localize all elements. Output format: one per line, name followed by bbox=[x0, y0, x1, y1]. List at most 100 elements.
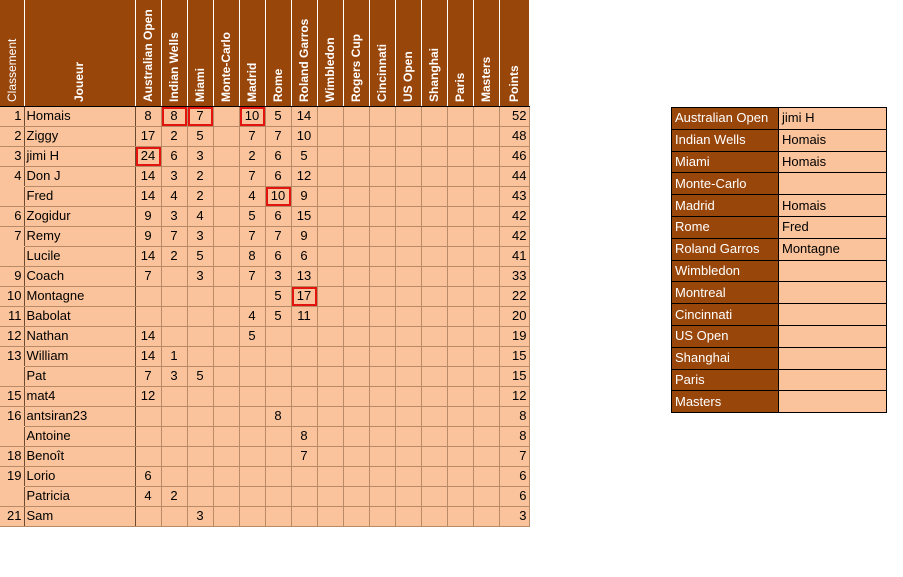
score-cell[interactable] bbox=[395, 366, 422, 387]
points-cell[interactable]: 44 bbox=[499, 166, 530, 187]
score-cell[interactable] bbox=[291, 346, 318, 367]
score-cell[interactable] bbox=[317, 486, 344, 507]
score-cell[interactable]: 7 bbox=[135, 366, 162, 387]
score-cell[interactable]: 8 bbox=[291, 426, 318, 447]
score-cell[interactable]: 5 bbox=[239, 206, 266, 227]
score-cell[interactable]: 3 bbox=[187, 226, 214, 247]
rank-cell[interactable]: 6 bbox=[0, 206, 25, 227]
points-cell[interactable]: 8 bbox=[499, 426, 530, 447]
rank-cell[interactable] bbox=[0, 426, 25, 447]
winner-tournament-cell[interactable]: Rome bbox=[671, 215, 779, 239]
rank-cell[interactable] bbox=[0, 246, 25, 267]
header-tournament-10[interactable]: US Open bbox=[395, 0, 422, 107]
score-cell[interactable]: 5 bbox=[239, 326, 266, 347]
score-cell[interactable]: 7 bbox=[135, 266, 162, 287]
points-cell[interactable]: 33 bbox=[499, 266, 530, 287]
score-cell[interactable]: 3 bbox=[187, 146, 214, 167]
score-cell[interactable] bbox=[213, 366, 240, 387]
score-cell[interactable] bbox=[421, 166, 448, 187]
score-cell[interactable] bbox=[291, 386, 318, 407]
score-cell[interactable]: 7 bbox=[239, 226, 266, 247]
points-cell[interactable]: 15 bbox=[499, 346, 530, 367]
score-cell[interactable] bbox=[239, 506, 266, 527]
score-cell[interactable] bbox=[421, 506, 448, 527]
score-cell[interactable]: 2 bbox=[161, 486, 188, 507]
score-cell[interactable] bbox=[447, 226, 474, 247]
score-cell[interactable] bbox=[343, 346, 370, 367]
score-cell[interactable] bbox=[317, 186, 344, 207]
score-cell[interactable] bbox=[343, 386, 370, 407]
score-cell[interactable] bbox=[369, 286, 396, 307]
score-cell[interactable] bbox=[187, 466, 214, 487]
score-cell[interactable] bbox=[447, 326, 474, 347]
points-cell[interactable]: 6 bbox=[499, 486, 530, 507]
score-cell[interactable] bbox=[187, 346, 214, 367]
score-cell[interactable] bbox=[343, 246, 370, 267]
points-cell[interactable]: 3 bbox=[499, 506, 530, 527]
score-cell[interactable] bbox=[161, 326, 188, 347]
score-cell[interactable] bbox=[239, 426, 266, 447]
score-cell[interactable] bbox=[395, 446, 422, 467]
score-cell[interactable]: 14 bbox=[135, 246, 162, 267]
score-cell[interactable] bbox=[421, 246, 448, 267]
score-cell[interactable] bbox=[291, 406, 318, 427]
score-cell[interactable]: 5 bbox=[265, 306, 292, 327]
score-cell[interactable] bbox=[395, 106, 422, 127]
score-cell[interactable] bbox=[447, 346, 474, 367]
winner-name-cell[interactable] bbox=[778, 172, 887, 196]
rank-cell[interactable]: 19 bbox=[0, 466, 25, 487]
player-name-cell[interactable]: Homais bbox=[24, 106, 136, 127]
score-cell[interactable]: 14 bbox=[291, 106, 318, 127]
score-cell[interactable] bbox=[473, 306, 500, 327]
score-cell[interactable] bbox=[239, 466, 266, 487]
score-cell[interactable] bbox=[291, 466, 318, 487]
score-cell[interactable] bbox=[265, 506, 292, 527]
score-cell[interactable] bbox=[291, 506, 318, 527]
player-name-cell[interactable]: antsiran23 bbox=[24, 406, 136, 427]
score-cell[interactable]: 7 bbox=[265, 226, 292, 247]
score-cell[interactable]: 9 bbox=[291, 186, 318, 207]
rank-cell[interactable]: 10 bbox=[0, 286, 25, 307]
score-cell[interactable] bbox=[343, 306, 370, 327]
score-cell[interactable]: 6 bbox=[161, 146, 188, 167]
winner-name-cell[interactable]: Homais bbox=[778, 128, 887, 152]
score-cell[interactable] bbox=[421, 426, 448, 447]
score-cell[interactable] bbox=[395, 146, 422, 167]
score-cell[interactable] bbox=[421, 466, 448, 487]
score-cell[interactable]: 9 bbox=[291, 226, 318, 247]
points-cell[interactable]: 46 bbox=[499, 146, 530, 167]
score-cell[interactable] bbox=[395, 166, 422, 187]
score-cell[interactable] bbox=[265, 386, 292, 407]
score-cell[interactable]: 8 bbox=[265, 406, 292, 427]
score-cell[interactable] bbox=[395, 326, 422, 347]
score-cell[interactable] bbox=[213, 286, 240, 307]
score-cell[interactable] bbox=[369, 466, 396, 487]
points-cell[interactable]: 6 bbox=[499, 466, 530, 487]
winner-tournament-cell[interactable]: Montreal bbox=[671, 281, 779, 305]
header-tournament-11[interactable]: Shanghai bbox=[421, 0, 448, 107]
score-cell[interactable] bbox=[265, 486, 292, 507]
score-cell[interactable] bbox=[161, 386, 188, 407]
score-cell[interactable] bbox=[135, 286, 162, 307]
header-tournament-8[interactable]: Rogers Cup bbox=[343, 0, 370, 107]
score-cell[interactable] bbox=[447, 166, 474, 187]
score-cell[interactable] bbox=[317, 266, 344, 287]
score-cell[interactable] bbox=[473, 346, 500, 367]
score-cell[interactable] bbox=[421, 286, 448, 307]
score-cell[interactable] bbox=[369, 246, 396, 267]
score-cell[interactable] bbox=[213, 466, 240, 487]
rank-cell[interactable]: 4 bbox=[0, 166, 25, 187]
score-cell[interactable] bbox=[343, 466, 370, 487]
rank-cell[interactable]: 3 bbox=[0, 146, 25, 167]
score-cell[interactable]: 11 bbox=[291, 306, 318, 327]
player-name-cell[interactable]: Fred bbox=[24, 186, 136, 207]
points-cell[interactable]: 52 bbox=[499, 106, 530, 127]
score-cell[interactable] bbox=[395, 346, 422, 367]
score-cell[interactable] bbox=[447, 446, 474, 467]
score-cell[interactable] bbox=[473, 486, 500, 507]
score-cell[interactable] bbox=[395, 266, 422, 287]
rank-cell[interactable]: 7 bbox=[0, 226, 25, 247]
score-cell[interactable]: 12 bbox=[291, 166, 318, 187]
score-cell[interactable] bbox=[317, 506, 344, 527]
score-cell[interactable] bbox=[317, 286, 344, 307]
